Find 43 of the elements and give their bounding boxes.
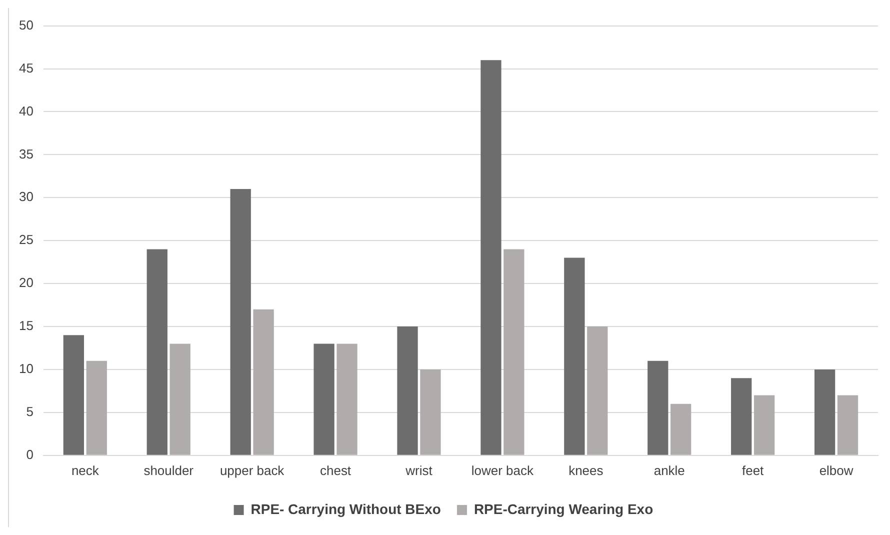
x-tick-label: wrist — [404, 462, 433, 478]
bar — [336, 344, 358, 455]
x-tick-label: neck — [71, 462, 100, 478]
y-tick-label: 25 — [18, 232, 34, 248]
x-tick-label: elbow — [819, 462, 854, 478]
x-tick-label: chest — [320, 462, 352, 478]
bar — [754, 395, 775, 455]
bar — [564, 258, 585, 455]
y-tick-label: 30 — [18, 189, 34, 204]
y-tick-label: 15 — [18, 318, 34, 334]
y-tick-label: 40 — [18, 103, 34, 118]
bar — [420, 369, 441, 455]
bar — [731, 378, 752, 455]
bar — [253, 309, 274, 455]
y-tick-label: 0 — [26, 446, 34, 462]
bar — [170, 344, 190, 455]
bar — [648, 360, 668, 455]
bar — [504, 249, 524, 455]
x-tick-label: knees — [568, 462, 604, 478]
y-tick-label: 10 — [18, 361, 34, 376]
x-tick-label: lower back — [471, 462, 534, 478]
legend-label: RPE- Carrying Without BExo — [250, 500, 441, 517]
bar — [587, 326, 608, 455]
bar — [63, 335, 84, 455]
y-tick-label: 50 — [18, 17, 34, 32]
bar — [397, 326, 418, 455]
bar — [230, 189, 251, 455]
bar — [837, 395, 858, 455]
bar — [480, 60, 502, 455]
y-tick-label: 35 — [18, 146, 34, 162]
bar — [670, 404, 692, 455]
bar — [814, 369, 836, 455]
y-tick-label: 45 — [18, 60, 34, 76]
bar — [146, 249, 168, 455]
bar — [314, 344, 334, 455]
bar — [86, 360, 107, 455]
y-tick-label: 20 — [18, 275, 34, 290]
x-tick-label: shoulder — [144, 462, 194, 478]
y-tick-label: 5 — [26, 404, 34, 420]
legend-label: RPE-Carrying Wearing Exo — [474, 500, 654, 517]
x-tick-label: feet — [742, 462, 764, 478]
x-tick-label: upper back — [220, 462, 285, 478]
x-tick-label: ankle — [654, 462, 685, 478]
